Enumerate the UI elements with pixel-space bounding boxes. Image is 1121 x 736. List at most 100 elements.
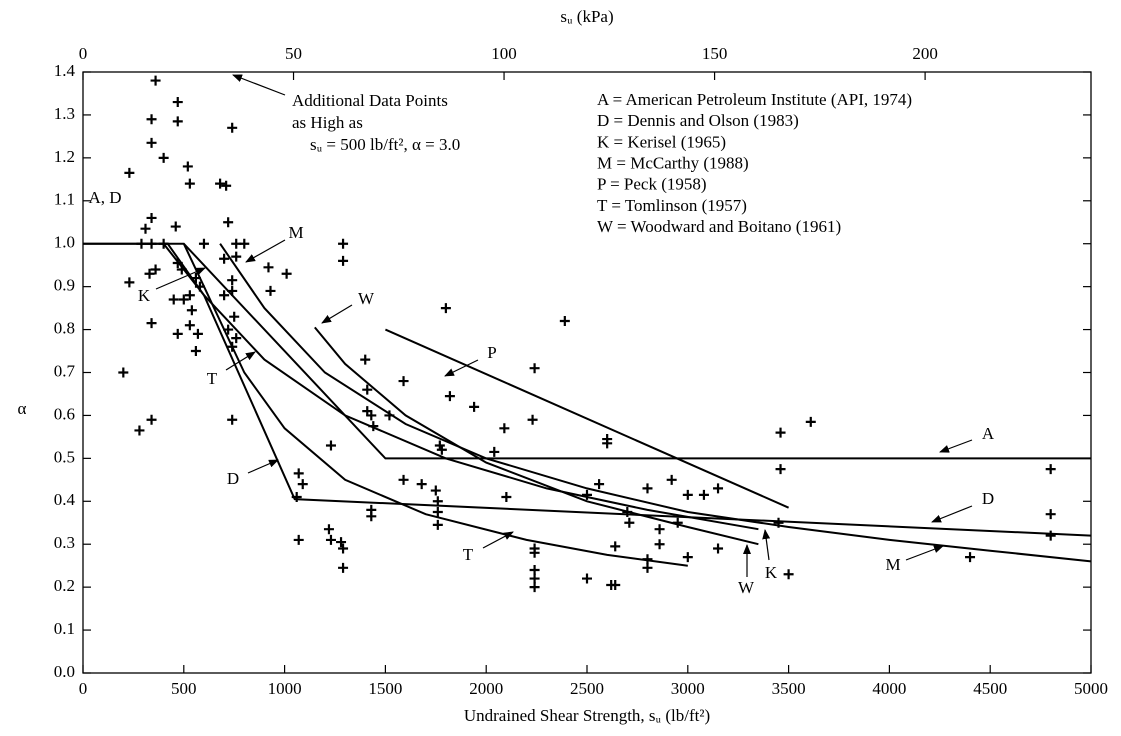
key-entry: T = Tomlinson (1957) — [597, 196, 747, 215]
x-tick-label: 4000 — [872, 679, 906, 698]
data-point — [227, 414, 238, 425]
callout-text: sᵤ = 500 lb/ft², α = 3.0 — [310, 135, 460, 154]
data-point — [430, 485, 441, 496]
data-point — [150, 264, 161, 275]
data-point — [227, 122, 238, 133]
data-point — [529, 363, 540, 374]
curve-label: K — [765, 563, 778, 582]
curve-label-arrow — [762, 529, 771, 561]
key-entry: P = Peck (1958) — [597, 175, 707, 194]
curve — [384, 328, 790, 509]
data-point — [176, 264, 187, 275]
y-tick-label: 0.6 — [54, 404, 75, 423]
x-tick-label: 3500 — [772, 679, 806, 698]
callout-arrow — [232, 74, 286, 96]
data-point — [416, 479, 427, 490]
data-point — [219, 290, 230, 301]
data-point — [215, 178, 226, 189]
data-point — [366, 511, 377, 522]
data-point — [293, 468, 304, 479]
data-point — [146, 318, 157, 329]
key-entry: A = American Petroleum Institute (API, 1… — [597, 90, 912, 109]
data-point — [622, 507, 633, 518]
callout-text: as High as — [292, 113, 363, 132]
data-point — [559, 315, 570, 326]
curve-label: D — [227, 469, 239, 488]
data-point — [124, 167, 135, 178]
x-tick-label: 4500 — [973, 679, 1007, 698]
data-point — [444, 391, 455, 402]
data-point — [360, 354, 371, 365]
data-point — [642, 562, 653, 573]
x-tick-label: 2500 — [570, 679, 604, 698]
x-tick-label: 0 — [79, 679, 88, 698]
y-tick-label: 1.4 — [54, 61, 76, 80]
x-tick-label: 3000 — [671, 679, 705, 698]
data-point — [172, 97, 183, 108]
curve-label-arrow — [247, 459, 279, 474]
data-point — [227, 341, 238, 352]
key-entry: K = Kerisel (1965) — [597, 132, 726, 151]
x-axis-label: Undrained Shear Strength, sᵤ (lb/ft²) — [464, 706, 710, 725]
data-point — [698, 489, 709, 500]
x-tick-label: 500 — [171, 679, 197, 698]
key-entry: M = McCarthy (1988) — [597, 154, 749, 173]
y-tick-label: 0.7 — [54, 361, 76, 380]
curve-label-arrow — [931, 505, 973, 523]
data-point — [642, 554, 653, 565]
data-point — [529, 573, 540, 584]
x-tick-label: 1500 — [368, 679, 402, 698]
data-point — [297, 479, 308, 490]
curve — [314, 326, 759, 546]
y-axis-label: α — [18, 399, 27, 418]
curve — [162, 243, 759, 531]
data-point — [168, 294, 179, 305]
x2-axis-label: sᵤ (kPa) — [560, 7, 613, 26]
data-point — [223, 217, 234, 228]
data-point — [170, 221, 181, 232]
data-point — [146, 137, 157, 148]
data-point — [529, 582, 540, 593]
data-point — [489, 446, 500, 457]
y-tick-label: 1.2 — [54, 147, 75, 166]
y-tick-label: 0.9 — [54, 276, 75, 295]
data-point — [323, 524, 334, 535]
data-point — [594, 479, 605, 490]
y-tick-label: 1.1 — [54, 190, 75, 209]
data-point — [398, 474, 409, 485]
data-point — [713, 483, 724, 494]
data-point — [654, 524, 665, 535]
curve-label-arrow — [245, 239, 286, 263]
data-point — [805, 416, 816, 427]
curve-label: W — [358, 289, 375, 308]
x-tick-label: 5000 — [1074, 679, 1108, 698]
curve-label-arrow — [482, 531, 514, 549]
data-point — [672, 517, 683, 528]
data-point — [1045, 509, 1056, 520]
data-point — [1045, 464, 1056, 475]
data-point — [263, 262, 274, 273]
y-tick-label: 0.8 — [54, 318, 75, 337]
data-point — [293, 534, 304, 545]
curve-label: A, D — [88, 188, 121, 207]
y-tick-label: 0.1 — [54, 619, 75, 638]
curve — [219, 243, 1092, 563]
curve-label: T — [207, 369, 218, 388]
curve-label: M — [288, 223, 303, 242]
curve-label-arrow — [321, 304, 353, 324]
curve-label: T — [463, 545, 474, 564]
data-point — [227, 275, 238, 286]
data-point — [158, 152, 169, 163]
data-point — [182, 161, 193, 172]
data-point — [146, 238, 157, 249]
data-point — [144, 268, 155, 279]
curve-label-arrow — [155, 267, 206, 290]
data-point — [227, 285, 238, 296]
data-point — [527, 414, 538, 425]
curve-label-arrow — [939, 439, 973, 453]
curve-label: D — [982, 489, 994, 508]
data-point — [158, 238, 169, 249]
data-point — [198, 238, 209, 249]
curve-label: W — [738, 578, 755, 597]
